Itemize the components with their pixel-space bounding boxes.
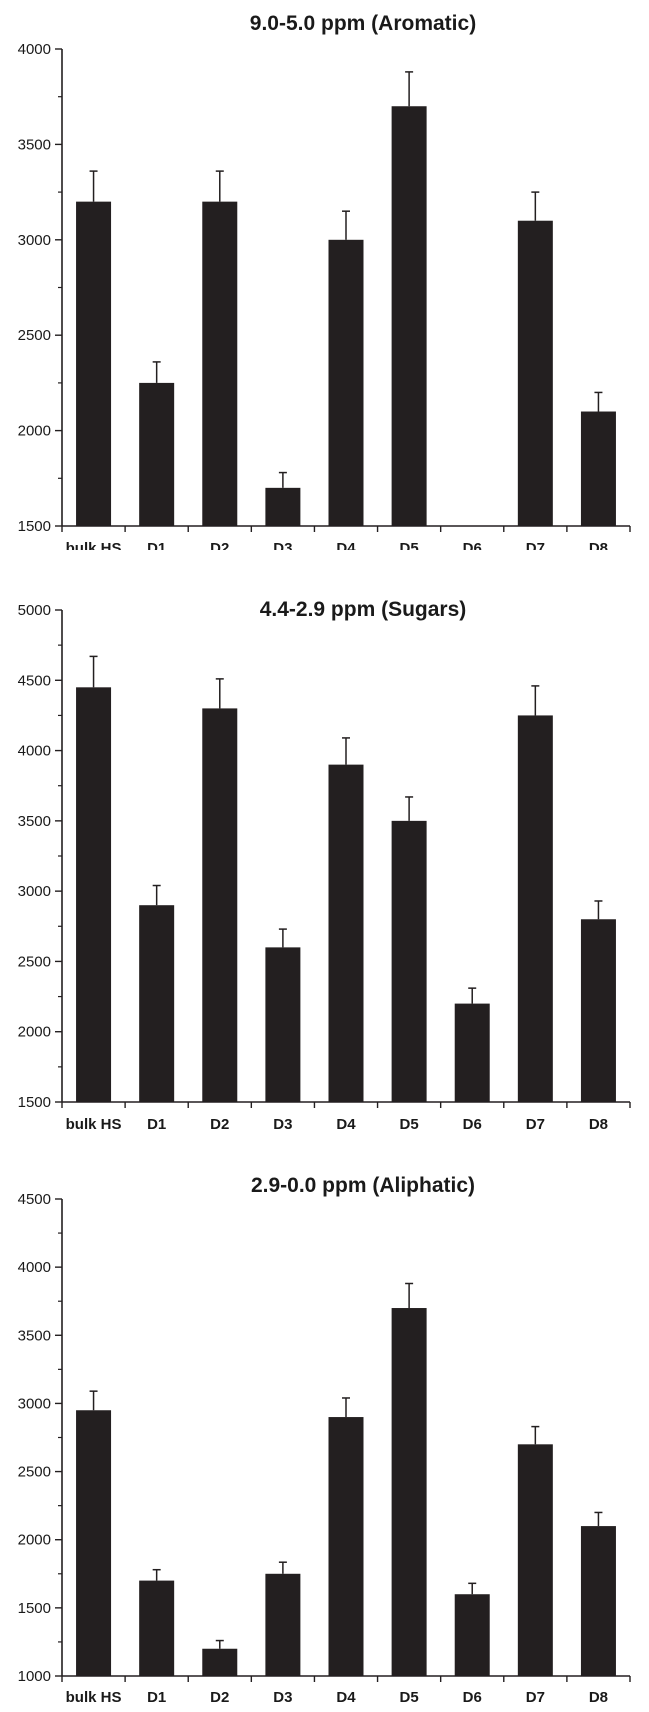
x-tick-label: D6 xyxy=(463,540,482,550)
x-tick-label: D4 xyxy=(336,1116,356,1133)
y-tick-label: 1500 xyxy=(18,1094,51,1111)
x-tick-label: D4 xyxy=(336,540,356,550)
x-tick-label: D2 xyxy=(210,1689,229,1706)
bar xyxy=(202,201,238,526)
x-tick-label: bulk HS xyxy=(66,1116,122,1133)
bar xyxy=(265,947,301,1102)
y-tick-label: 1500 xyxy=(18,518,51,535)
chart-sugars: 4.4-2.9 ppm (Sugars) 1500 2000 2500 3000 350… xyxy=(0,560,649,1135)
bar xyxy=(139,905,175,1102)
chart-aromatic: 9.0-5.0 ppm (Aromatic) 1500 2000 2500 3000 3… xyxy=(0,0,649,557)
bar xyxy=(76,1410,112,1676)
y-tick-label: 4000 xyxy=(18,743,51,760)
x-tick-label: D1 xyxy=(147,1116,166,1133)
bar xyxy=(391,820,427,1102)
x-tick-label: D2 xyxy=(210,540,229,550)
bar xyxy=(265,487,301,526)
bar xyxy=(391,1308,427,1676)
bar xyxy=(580,411,616,526)
chart-aliphatic-svg: 2.9-0.0 ppm (Aliphatic) 1000 1500 2000 2500… xyxy=(18,1174,631,1706)
bar xyxy=(139,382,175,526)
bar xyxy=(265,1573,301,1676)
y-tick-label: 4500 xyxy=(18,1191,51,1208)
y-tick-label: 5000 xyxy=(18,602,51,619)
y-tick-label: 3500 xyxy=(18,136,51,153)
y-tick-label: 4000 xyxy=(18,1259,51,1276)
bar xyxy=(328,764,364,1102)
chart-title: 9.0-5.0 ppm (Aromatic) xyxy=(250,12,476,35)
chart-sugars-svg: 4.4-2.9 ppm (Sugars) 1500 2000 2500 3000 350… xyxy=(18,598,631,1133)
x-tick-label: D7 xyxy=(526,1116,545,1133)
bar xyxy=(139,1580,175,1676)
bar xyxy=(454,1594,490,1676)
y-tick-label: 4500 xyxy=(18,672,51,689)
x-tick-label: D3 xyxy=(273,540,292,550)
y-tick-label: 4000 xyxy=(18,41,51,58)
chart-aliphatic: 2.9-0.0 ppm (Aliphatic) 1000 1500 2000 2500… xyxy=(0,1135,649,1707)
x-tick-label: bulk HS xyxy=(66,1689,122,1706)
chart-title: 2.9-0.0 ppm (Aliphatic) xyxy=(251,1174,475,1197)
bar xyxy=(517,1444,553,1676)
y-tick-label: 1500 xyxy=(18,1600,51,1617)
x-tick-label: D8 xyxy=(589,1116,608,1133)
x-tick-label: bulk HS xyxy=(66,540,122,550)
chart-title: 4.4-2.9 ppm (Sugars) xyxy=(260,598,467,621)
bar xyxy=(202,708,238,1102)
y-tick-label: 3000 xyxy=(18,883,51,900)
y-tick-label: 2500 xyxy=(18,1464,51,1481)
x-tick-label: D5 xyxy=(400,1689,419,1706)
x-tick-label: D6 xyxy=(463,1689,482,1706)
bar xyxy=(517,220,553,526)
bar xyxy=(76,201,112,526)
bar xyxy=(580,919,616,1102)
y-tick-label: 2500 xyxy=(18,953,51,970)
bar xyxy=(328,1417,364,1676)
x-tick-label: D7 xyxy=(526,540,545,550)
bar xyxy=(202,1648,238,1676)
x-tick-label: D5 xyxy=(400,1116,419,1133)
chart-aromatic-svg: 9.0-5.0 ppm (Aromatic) 1500 2000 2500 3000 3… xyxy=(18,12,631,557)
bar xyxy=(328,239,364,527)
bar xyxy=(76,687,112,1102)
x-tick-label: D2 xyxy=(210,1116,229,1133)
bar xyxy=(580,1526,616,1676)
x-tick-label: D1 xyxy=(147,1689,166,1706)
x-tick-label: D3 xyxy=(273,1116,292,1133)
x-tick-label: D5 xyxy=(400,540,419,550)
bar xyxy=(517,715,553,1102)
x-tick-label: D1 xyxy=(147,540,166,550)
y-tick-label: 2000 xyxy=(18,423,51,440)
y-tick-label: 2000 xyxy=(18,1532,51,1549)
x-tick-label: D4 xyxy=(336,1689,356,1706)
y-tick-label: 3000 xyxy=(18,232,51,249)
y-tick-label: 2000 xyxy=(18,1024,51,1041)
y-tick-label: 3500 xyxy=(18,813,51,830)
y-tick-label: 1000 xyxy=(18,1668,51,1685)
x-tick-label: D3 xyxy=(273,1689,292,1706)
y-tick-label: 3000 xyxy=(18,1395,51,1412)
bar xyxy=(454,1003,490,1102)
x-tick-label: D8 xyxy=(589,540,608,550)
x-tick-label: D8 xyxy=(589,1689,608,1706)
y-tick-label: 2500 xyxy=(18,327,51,344)
x-tick-label: D7 xyxy=(526,1689,545,1706)
x-tick-label: D6 xyxy=(463,1116,482,1133)
y-tick-label: 3500 xyxy=(18,1327,51,1344)
bar xyxy=(391,106,427,527)
